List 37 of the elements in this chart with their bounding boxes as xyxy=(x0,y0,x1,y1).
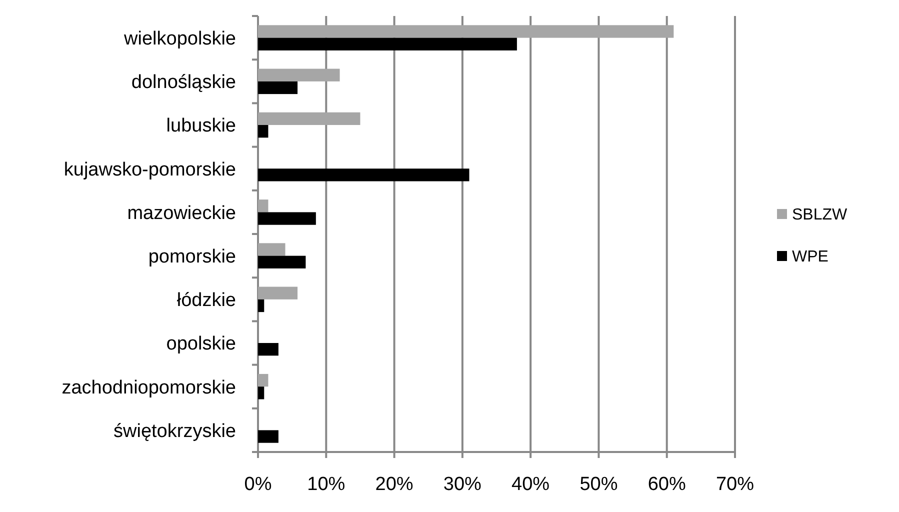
bar xyxy=(258,112,360,125)
y-tick-label: dolnośląskie xyxy=(131,72,236,94)
bar xyxy=(258,38,517,50)
bar xyxy=(258,299,264,312)
bar xyxy=(258,374,268,387)
y-tick-label: mazowieckie xyxy=(127,202,236,224)
x-tick-label: 60% xyxy=(648,474,686,495)
bar xyxy=(258,68,340,82)
x-tick-label: 10% xyxy=(307,474,346,495)
bar xyxy=(258,81,298,94)
y-tick-label: lubuskie xyxy=(166,116,236,137)
bar xyxy=(258,343,278,356)
bar xyxy=(258,243,286,256)
y-tick-label: opolskie xyxy=(166,334,236,355)
bar xyxy=(258,200,268,212)
bar xyxy=(258,386,264,400)
x-tick-label: 70% xyxy=(716,474,754,495)
bar xyxy=(258,168,470,182)
bar xyxy=(258,286,298,300)
y-tick-label: kujawsko-pomorskie xyxy=(64,159,236,180)
bar xyxy=(258,256,306,268)
y-tick-label: zachodniopomorskie xyxy=(62,377,236,398)
bar xyxy=(258,430,278,443)
x-tick-label: 40% xyxy=(512,474,550,495)
y-tick-label: łódzkie xyxy=(176,290,236,312)
legend-label: WPE xyxy=(792,248,828,266)
legend-label: SBLZW xyxy=(792,206,848,224)
bar xyxy=(258,125,268,138)
bar xyxy=(258,25,674,38)
x-tick-label: 50% xyxy=(580,474,618,495)
x-tick-label: 20% xyxy=(375,474,414,495)
x-tick-label: 0% xyxy=(244,474,272,495)
bar xyxy=(258,212,316,225)
y-tick-label: świętokrzyskie xyxy=(114,420,236,442)
x-tick-label: 30% xyxy=(443,474,482,495)
y-tick-label: wielkopolskie xyxy=(123,28,236,50)
y-tick-label: pomorskie xyxy=(148,246,236,268)
